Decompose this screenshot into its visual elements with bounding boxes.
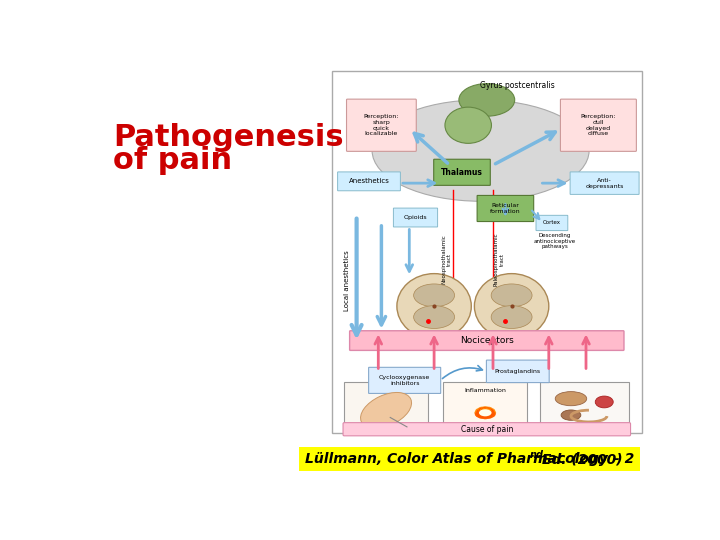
Text: Prostaglandins: Prostaglandins — [495, 369, 541, 374]
Ellipse shape — [484, 408, 492, 413]
Ellipse shape — [482, 411, 491, 417]
Ellipse shape — [484, 411, 492, 416]
Text: of pain: of pain — [113, 146, 233, 174]
FancyBboxPatch shape — [560, 99, 636, 151]
FancyBboxPatch shape — [477, 195, 534, 221]
Ellipse shape — [484, 409, 492, 415]
Ellipse shape — [485, 407, 492, 413]
Text: Gyrus postcentralis: Gyrus postcentralis — [480, 81, 555, 90]
Ellipse shape — [474, 410, 482, 416]
Text: Paleospinothalamic
tract: Paleospinothalamic tract — [494, 232, 505, 286]
Text: Nociceptors: Nociceptors — [460, 336, 513, 345]
Ellipse shape — [478, 411, 487, 416]
Bar — [332, 71, 642, 433]
Ellipse shape — [459, 84, 515, 116]
FancyBboxPatch shape — [433, 159, 490, 185]
Ellipse shape — [482, 408, 491, 414]
Bar — [539, 382, 629, 429]
Ellipse shape — [481, 413, 490, 418]
Ellipse shape — [479, 413, 487, 418]
Ellipse shape — [414, 284, 454, 307]
Ellipse shape — [481, 414, 490, 420]
Ellipse shape — [595, 396, 613, 408]
Ellipse shape — [491, 284, 532, 307]
FancyBboxPatch shape — [338, 172, 400, 191]
Text: Local anesthetics: Local anesthetics — [344, 251, 351, 311]
Ellipse shape — [372, 100, 589, 201]
Ellipse shape — [477, 413, 486, 419]
Text: Thalamus: Thalamus — [441, 168, 483, 177]
Ellipse shape — [481, 406, 490, 412]
Ellipse shape — [484, 413, 492, 418]
Text: Pathogenesis: Pathogenesis — [113, 123, 344, 152]
Ellipse shape — [481, 412, 490, 417]
Ellipse shape — [479, 409, 492, 416]
Text: Descending
antinociceptive
pathways: Descending antinociceptive pathways — [534, 233, 576, 249]
Ellipse shape — [485, 410, 492, 416]
Ellipse shape — [481, 408, 490, 414]
Ellipse shape — [474, 409, 495, 419]
FancyBboxPatch shape — [487, 360, 549, 382]
Bar — [300, 447, 640, 471]
Text: Perception:
sharp
quick
localizable: Perception: sharp quick localizable — [364, 114, 399, 137]
Text: Anti-
depressants: Anti- depressants — [585, 178, 624, 188]
FancyBboxPatch shape — [369, 367, 441, 394]
Text: Inflammation: Inflammation — [464, 388, 506, 393]
Text: Anesthetics: Anesthetics — [348, 178, 390, 184]
Ellipse shape — [479, 408, 487, 413]
Text: Neospinothalamic
tract: Neospinothalamic tract — [441, 234, 452, 284]
Ellipse shape — [485, 413, 492, 419]
Ellipse shape — [487, 408, 495, 414]
Ellipse shape — [478, 409, 487, 415]
Text: Perception:
dull
delayed
diffuse: Perception: dull delayed diffuse — [581, 114, 616, 137]
FancyBboxPatch shape — [570, 172, 639, 194]
Ellipse shape — [475, 412, 484, 417]
FancyBboxPatch shape — [393, 208, 438, 227]
Text: Ed. (2000): Ed. (2000) — [537, 452, 623, 466]
Ellipse shape — [485, 409, 494, 414]
Ellipse shape — [474, 274, 549, 339]
Text: Opioids: Opioids — [404, 215, 427, 220]
Ellipse shape — [397, 274, 472, 339]
Ellipse shape — [445, 107, 492, 143]
Ellipse shape — [480, 408, 487, 414]
Ellipse shape — [477, 409, 485, 414]
Ellipse shape — [475, 408, 484, 414]
FancyBboxPatch shape — [536, 215, 568, 231]
Ellipse shape — [491, 306, 532, 328]
Ellipse shape — [487, 412, 495, 417]
Ellipse shape — [487, 410, 496, 416]
Ellipse shape — [561, 410, 581, 420]
FancyBboxPatch shape — [350, 331, 624, 350]
Bar — [444, 382, 527, 429]
Ellipse shape — [477, 411, 485, 417]
Ellipse shape — [477, 407, 486, 413]
Ellipse shape — [361, 393, 412, 428]
Text: Lüllmann, Color Atlas of Pharmacology – 2: Lüllmann, Color Atlas of Pharmacology – … — [305, 452, 635, 466]
Text: Cause of pain: Cause of pain — [461, 425, 513, 434]
Ellipse shape — [477, 410, 486, 416]
Ellipse shape — [485, 411, 494, 417]
Ellipse shape — [555, 392, 587, 406]
Text: Cyclooxygenase
inhibitors: Cyclooxygenase inhibitors — [379, 375, 431, 386]
Bar — [344, 382, 428, 429]
Text: Reticular
formation: Reticular formation — [490, 203, 521, 214]
Text: nd: nd — [529, 450, 544, 460]
Ellipse shape — [481, 407, 490, 413]
FancyBboxPatch shape — [343, 423, 631, 436]
Ellipse shape — [476, 410, 485, 416]
Ellipse shape — [414, 306, 454, 328]
Text: Cortex: Cortex — [543, 220, 561, 226]
Ellipse shape — [480, 411, 487, 417]
Ellipse shape — [486, 410, 495, 416]
FancyBboxPatch shape — [346, 99, 416, 151]
